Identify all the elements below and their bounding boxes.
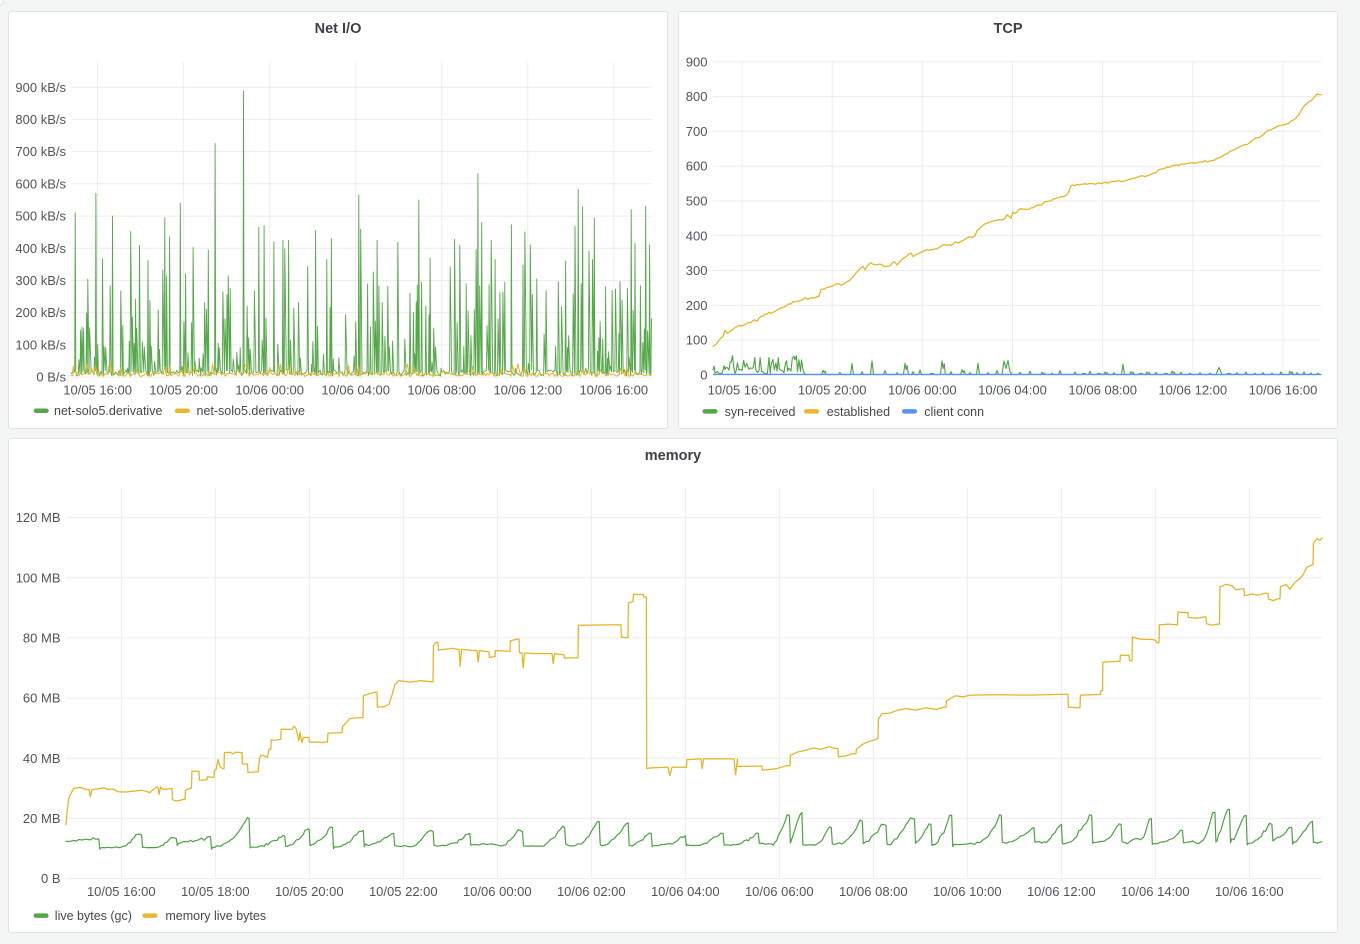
svg-text:100 MB: 100 MB [16,570,61,585]
svg-text:syn-received: syn-received [725,405,796,419]
svg-text:10/06 00:00: 10/06 00:00 [888,382,957,397]
svg-text:500 kB/s: 500 kB/s [15,209,66,224]
svg-text:300: 300 [686,263,708,278]
svg-text:600 kB/s: 600 kB/s [15,176,66,191]
svg-text:700: 700 [686,124,708,139]
svg-text:400: 400 [686,228,708,243]
svg-text:20 MB: 20 MB [23,811,61,826]
svg-text:net-solo5.derivative: net-solo5.derivative [54,404,162,418]
svg-text:10/05 16:00: 10/05 16:00 [87,884,156,899]
svg-text:10/06 00:00: 10/06 00:00 [463,884,532,899]
svg-text:10/06 04:00: 10/06 04:00 [321,382,390,397]
svg-text:900 kB/s: 900 kB/s [15,80,66,95]
svg-text:400 kB/s: 400 kB/s [15,241,66,256]
svg-text:500: 500 [686,194,708,209]
svg-text:memory: memory [645,448,701,464]
svg-text:40 MB: 40 MB [23,751,61,766]
svg-text:800 kB/s: 800 kB/s [15,112,66,127]
svg-text:10/06 08:00: 10/06 08:00 [1068,382,1137,397]
svg-text:client conn: client conn [924,405,984,419]
svg-text:10/06 14:00: 10/06 14:00 [1121,884,1190,899]
svg-text:established: established [827,405,890,419]
svg-text:10/06 12:00: 10/06 12:00 [1027,884,1096,899]
svg-text:live bytes (gc): live bytes (gc) [55,909,132,923]
svg-text:net-solo5.derivative: net-solo5.derivative [197,404,305,418]
svg-text:200 kB/s: 200 kB/s [15,305,66,320]
svg-text:10/05 18:00: 10/05 18:00 [181,884,250,899]
svg-text:10/06 00:00: 10/06 00:00 [235,382,304,397]
svg-text:10/06 04:00: 10/06 04:00 [978,382,1047,397]
svg-text:800: 800 [686,89,708,104]
svg-text:memory live bytes: memory live bytes [165,909,266,923]
svg-text:10/06 04:00: 10/06 04:00 [651,884,720,899]
svg-text:80 MB: 80 MB [23,631,61,646]
svg-text:10/06 02:00: 10/06 02:00 [557,884,626,899]
svg-text:10/06 12:00: 10/06 12:00 [1158,382,1227,397]
svg-text:TCP: TCP [994,21,1023,37]
svg-text:10/06 16:00: 10/06 16:00 [579,382,648,397]
svg-text:10/05 22:00: 10/05 22:00 [369,884,438,899]
svg-text:600: 600 [686,159,708,174]
svg-text:10/05 20:00: 10/05 20:00 [275,884,344,899]
svg-text:10/06 08:00: 10/06 08:00 [407,382,476,397]
svg-text:10/05 20:00: 10/05 20:00 [149,382,218,397]
svg-text:0 B/s: 0 B/s [36,370,66,385]
svg-text:100: 100 [686,333,708,348]
svg-text:10/06 16:00: 10/06 16:00 [1215,884,1284,899]
svg-text:60 MB: 60 MB [23,691,61,706]
svg-text:120 MB: 120 MB [16,510,61,525]
svg-text:0 B: 0 B [41,871,61,886]
svg-text:100 kB/s: 100 kB/s [15,337,66,352]
svg-text:10/06 06:00: 10/06 06:00 [745,884,814,899]
svg-text:10/06 16:00: 10/06 16:00 [1249,382,1318,397]
svg-text:200: 200 [686,298,708,313]
svg-text:10/05 20:00: 10/05 20:00 [798,382,867,397]
svg-text:10/06 12:00: 10/06 12:00 [493,382,562,397]
svg-text:10/05 16:00: 10/05 16:00 [63,382,132,397]
svg-text:10/06 10:00: 10/06 10:00 [933,884,1002,899]
svg-text:10/06 08:00: 10/06 08:00 [839,884,908,899]
svg-text:0: 0 [700,367,707,382]
svg-text:300 kB/s: 300 kB/s [15,273,66,288]
svg-text:900: 900 [686,54,708,69]
svg-text:Net I/O: Net I/O [315,21,362,37]
svg-text:700 kB/s: 700 kB/s [15,144,66,159]
svg-text:10/05 16:00: 10/05 16:00 [708,382,777,397]
